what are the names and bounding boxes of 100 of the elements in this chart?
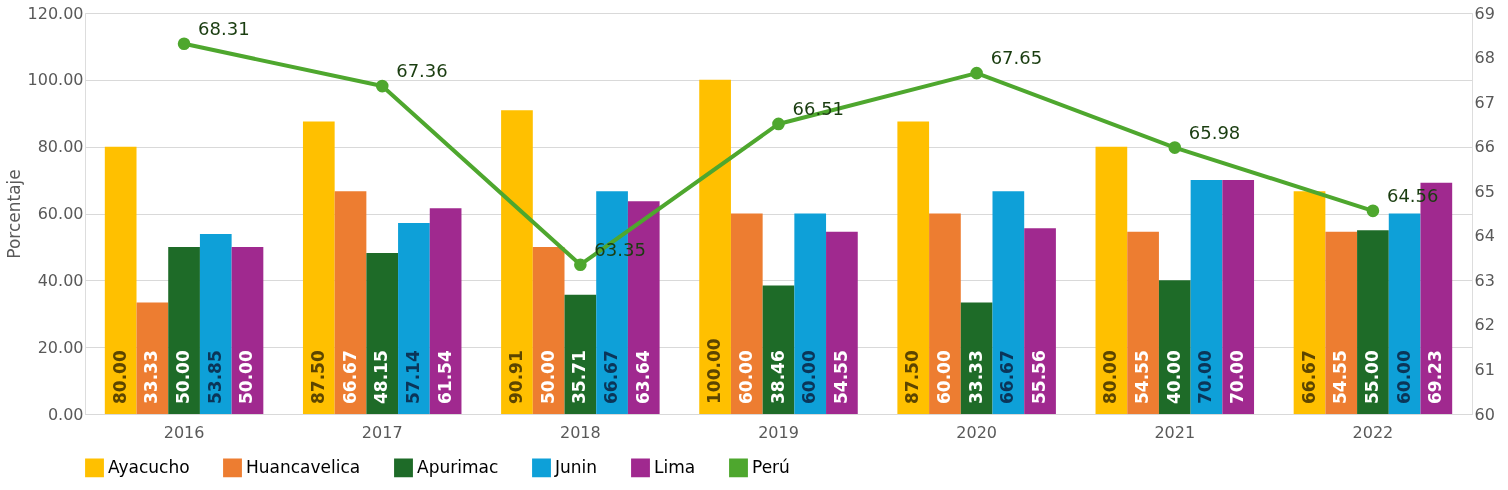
legend-label: Huancavelica (246, 456, 361, 477)
bar (730, 213, 763, 414)
data-label: 80.00 (1100, 350, 1121, 404)
x-tick-label: 2021 (1154, 422, 1196, 442)
data-label: 60.00 (1393, 350, 1414, 404)
y2-tick-label: 69 (1474, 3, 1495, 23)
y-tick-label: 0.00 (47, 404, 84, 424)
y2-tick-label: 63 (1474, 270, 1495, 290)
data-label: 54.55 (1132, 350, 1153, 404)
bar (398, 223, 430, 414)
bar (929, 213, 961, 414)
point (970, 66, 983, 80)
data-label: 60.00 (799, 350, 820, 404)
bar (1357, 230, 1389, 414)
y-tick-label: 60.00 (37, 204, 84, 223)
bar (1024, 228, 1056, 414)
y-tick-label: 80.00 (37, 137, 84, 157)
data-label: 50.00 (537, 350, 558, 404)
bar (429, 208, 462, 414)
y-axis-title: Porcentaje (3, 169, 24, 259)
data-label: 66.67 (1298, 350, 1319, 404)
x-tick-label: 2019 (758, 422, 799, 442)
point (1366, 204, 1380, 218)
legend-label: Apurimac (417, 456, 499, 477)
point (574, 258, 587, 272)
bar (794, 213, 827, 414)
data-label: 60.00 (735, 350, 756, 404)
point (177, 37, 191, 51)
bar (1127, 231, 1159, 414)
bar (104, 146, 137, 414)
data-label: 54.55 (830, 350, 851, 404)
point (772, 117, 785, 131)
data-label: 53.85 (204, 350, 225, 404)
data-label: 40.00 (1163, 350, 1184, 404)
data-label: 68.31 (198, 17, 250, 39)
bar (532, 246, 565, 414)
bar (302, 121, 335, 414)
data-label: 38.46 (767, 350, 788, 404)
data-label: 66.67 (997, 350, 1018, 404)
data-label: 67.36 (396, 60, 448, 82)
bar (699, 79, 731, 414)
data-label: 66.67 (339, 350, 360, 404)
y-tick-label: 100.00 (27, 70, 84, 90)
data-label: 50.00 (236, 350, 257, 404)
legend-label: Lima (654, 456, 696, 477)
x-tick-label: 2020 (956, 422, 997, 442)
y2-tick-label: 66 (1474, 137, 1495, 157)
bar (366, 253, 399, 414)
y-tick-label: 40.00 (37, 270, 84, 290)
data-label: 87.50 (902, 350, 923, 404)
y2-tick-label: 68 (1474, 48, 1495, 68)
bar (992, 191, 1025, 414)
bar (1222, 180, 1255, 414)
data-label: 63.64 (632, 350, 653, 404)
data-label: 35.71 (569, 350, 590, 404)
bar (1095, 146, 1128, 414)
data-label: 70.00 (1195, 350, 1216, 404)
y2-tick-label: 62 (1474, 315, 1495, 335)
bar (826, 231, 858, 414)
data-label: 80.00 (109, 350, 130, 404)
point (375, 79, 389, 93)
data-label: 33.33 (141, 350, 162, 404)
x-tick-label: 2016 (163, 422, 205, 442)
data-label: 57.14 (402, 350, 423, 404)
point (1168, 141, 1182, 154)
bar (168, 246, 200, 414)
y-tick-label: 120.00 (27, 3, 84, 23)
y2-tick-label: 65 (1474, 181, 1495, 201)
bar (334, 191, 367, 414)
bar (199, 234, 232, 414)
data-label: 70.00 (1227, 350, 1248, 404)
y2-tick-label: 64 (1474, 226, 1495, 246)
y2-tick-label: 61 (1474, 359, 1495, 379)
y2-tick-label: 67 (1474, 92, 1495, 112)
data-label: 33.33 (965, 350, 986, 404)
legend-label: Perú (752, 456, 790, 477)
bar (1388, 213, 1421, 414)
data-label: 65.98 (1188, 121, 1241, 143)
legend-label: Junin (554, 456, 598, 477)
x-tick-label: 2022 (1352, 422, 1394, 442)
bar (1325, 231, 1358, 414)
data-label: 87.50 (307, 350, 328, 404)
bar (1190, 180, 1223, 414)
data-label: 69.23 (1425, 350, 1446, 404)
y-tick-label: 20.00 (37, 337, 84, 357)
x-tick-label: 2018 (560, 422, 601, 442)
data-label: 66.67 (601, 350, 622, 404)
data-label: 61.54 (434, 350, 455, 404)
bar (501, 110, 533, 414)
bar (1293, 191, 1326, 414)
data-label: 90.91 (505, 350, 526, 404)
x-tick-label: 2017 (361, 422, 403, 442)
bar (897, 121, 930, 414)
data-label: 48.15 (371, 350, 392, 404)
data-label: 55.00 (1361, 350, 1382, 404)
data-label: 67.65 (990, 47, 1043, 69)
y2-tick-label: 60 (1474, 404, 1495, 424)
data-label: 54.55 (1330, 350, 1351, 404)
data-label: 100.00 (704, 338, 725, 404)
data-label: 50.00 (173, 350, 194, 404)
